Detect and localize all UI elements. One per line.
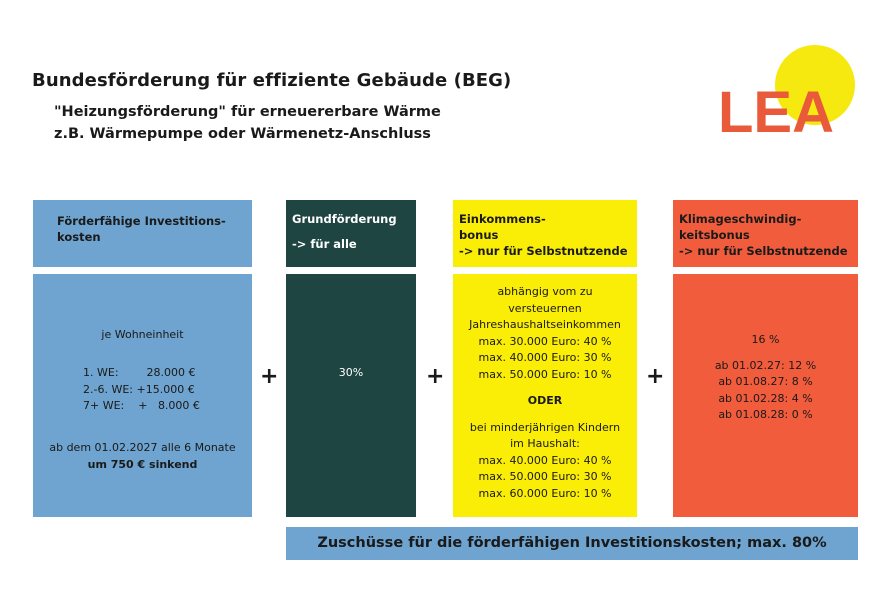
body-text: bei minderjährigen Kindern (469, 420, 621, 434)
body-text: max. 50.000 Euro: 30 % (478, 470, 612, 483)
page-title: Bundesförderung für effiziente Gebäude (… (32, 70, 512, 91)
we-row: 7+ WE: + 8.000 € (83, 399, 200, 412)
summary-banner: Zuschüsse für die förderfähigen Investit… (286, 527, 858, 560)
header-text: Klimageschwindig- (679, 212, 802, 226)
subtitle-line-2: z.B. Wärmepumpe oder Wärmenetz-Anschluss (54, 126, 431, 142)
body-text: um 750 € sinkend (87, 457, 198, 471)
body-text: max. 40.000 Euro: 40 % (478, 453, 612, 467)
body-text: max. 30.000 Euro: 40 % (478, 334, 612, 348)
rate-value: 16 % (751, 333, 780, 346)
we-row: 1. WE: 28.000 € (83, 366, 196, 379)
logo-text: LEA (718, 80, 834, 145)
body-foerderfaehige-kosten: je Wohneinheit 1. WE: 28.000 € 2.-6. WE:… (33, 274, 252, 517)
body-text: im Haushalt: (510, 437, 580, 450)
body-text: versteuernen (508, 301, 582, 315)
header-text: keitsbonus (679, 228, 750, 242)
lea-logo: LEA (718, 40, 868, 150)
header-text: -> nur für Selbstnutzende (679, 244, 848, 258)
header-grundfoerderung: Grundförderung -> für alle (286, 200, 416, 267)
header-text: Einkommens- (459, 212, 546, 226)
header-einkommensbonus: Einkommens- bonus -> nur für Selbstnutze… (453, 200, 637, 267)
body-text: ab 01.02.27: 12 % (714, 358, 817, 372)
header-text: -> für alle (292, 237, 357, 251)
logo-sun-circle (775, 45, 855, 125)
body-grundfoerderung: 30% (286, 274, 416, 517)
we-row: 2.-6. WE: +15.000 € (83, 382, 195, 396)
body-text: max. 60.000 Euro: 10 % (478, 486, 612, 500)
body-text: ab 01.08.28: 0 % (718, 408, 813, 421)
header-text: -> nur für Selbstnutzende (459, 244, 628, 258)
body-einkommensbonus: abhängig vom zu versteuernen Jahreshaush… (453, 274, 637, 517)
body-text: Jahreshaushaltseinkommen (469, 318, 621, 331)
plus-operator: + (646, 364, 665, 389)
body-text: ab dem 01.02.2027 alle 6 Monate (49, 441, 236, 454)
body-text: ab 01.08.27: 8 % (718, 375, 813, 388)
oder-label: ODER (527, 394, 563, 407)
body-text: ab 01.02.28: 4 % (718, 391, 813, 405)
header-text: Förderfähige Investitions- (57, 214, 226, 228)
plus-operator: + (260, 364, 279, 389)
body-text: max. 40.000 Euro: 30 % (478, 351, 612, 364)
body-text: max. 50.000 Euro: 10 % (478, 367, 612, 381)
body-text: abhängig vom zu (497, 285, 593, 298)
subtitle-line-1: "Heizungsförderung" für erneuererbare Wä… (54, 104, 441, 120)
header-foerderfaehige-kosten: Förderfähige Investitions- kosten (33, 200, 252, 267)
body-klimageschwindigkeitsbonus: 16 % ab 01.02.27: 12 % ab 01.08.27: 8 % … (673, 274, 858, 517)
header-text: bonus (459, 228, 499, 242)
rate-value: 30% (338, 366, 364, 379)
header-klimageschwindigkeitsbonus: Klimageschwindig- keitsbonus -> nur für … (673, 200, 858, 267)
header-text: kosten (57, 230, 101, 244)
header-text: Grundförderung (292, 212, 397, 226)
plus-operator: + (426, 364, 445, 389)
body-text: je Wohneinheit (101, 328, 184, 341)
